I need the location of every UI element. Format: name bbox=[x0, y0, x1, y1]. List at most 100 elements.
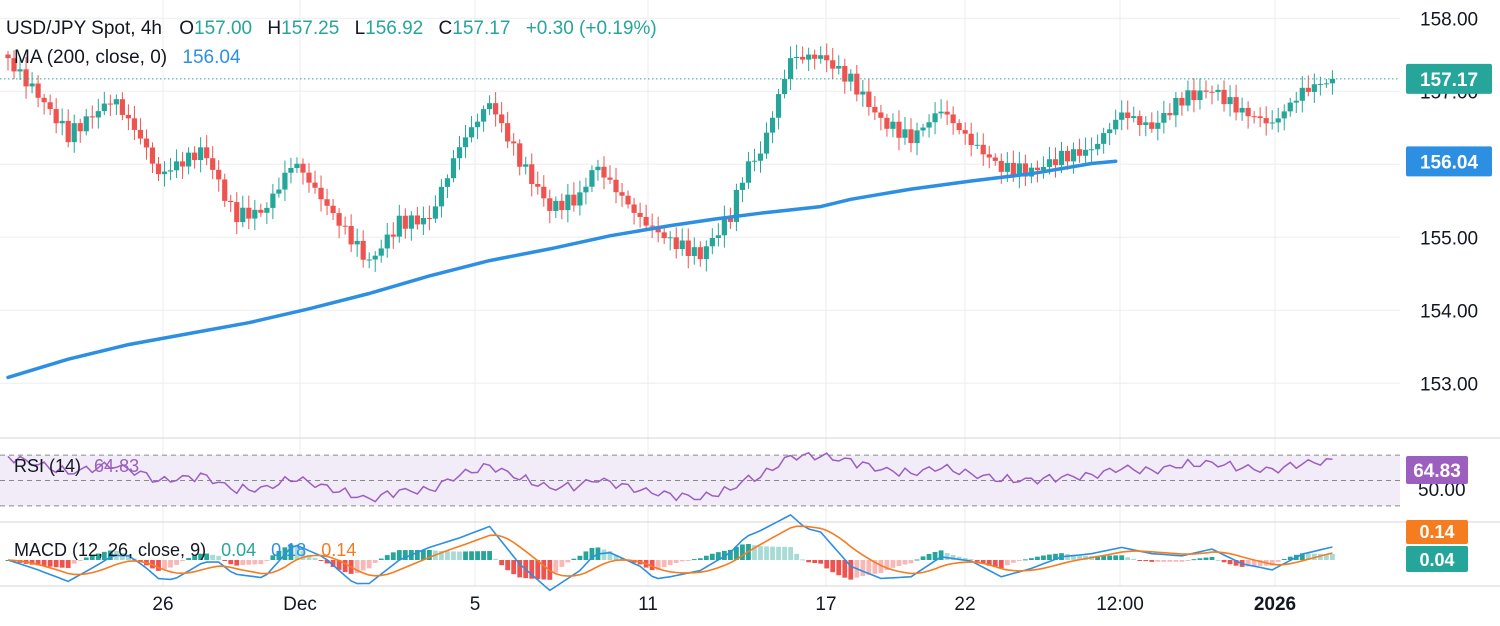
candle-down bbox=[41, 93, 47, 115]
macd-hist-bar bbox=[950, 555, 956, 560]
candle-down bbox=[342, 216, 348, 235]
macd-hist-bar bbox=[198, 553, 204, 560]
candle-down bbox=[908, 118, 914, 153]
candle-up bbox=[198, 137, 204, 173]
macd-hist-bar bbox=[872, 560, 878, 574]
macd-hist-bar bbox=[119, 552, 125, 560]
macd-hist-bar bbox=[174, 560, 179, 565]
macd-hist-bar bbox=[1287, 556, 1293, 560]
macd-hist-bar bbox=[204, 553, 210, 560]
macd-hist-bar bbox=[932, 551, 938, 560]
macd-badges: 0.14 0.04 bbox=[1406, 520, 1468, 572]
time-axis[interactable]: 26 Dec 5 11 17 22 12:00 2026 bbox=[152, 594, 1296, 615]
candle-down bbox=[800, 46, 806, 64]
macd-hist-bar bbox=[493, 558, 499, 560]
candle-down bbox=[1263, 106, 1269, 136]
candle-up bbox=[450, 150, 457, 183]
time-label-26: 26 bbox=[152, 594, 173, 615]
macd-hist-bar bbox=[53, 560, 59, 568]
change-value: +0.30 (+0.19%) bbox=[526, 18, 657, 39]
macd-hist-bar bbox=[1029, 558, 1034, 560]
macd-hist-bar bbox=[553, 560, 559, 573]
candle-up bbox=[186, 147, 192, 175]
macd-hist-bar bbox=[848, 560, 854, 580]
macd-value-badge-text: 0.04 bbox=[1419, 550, 1454, 570]
candle-up bbox=[480, 105, 487, 132]
candle-up bbox=[794, 44, 800, 70]
macd-line bbox=[7, 513, 1333, 592]
candle-up bbox=[848, 69, 854, 92]
macd-hist-bar bbox=[1251, 560, 1257, 567]
candle-up bbox=[468, 115, 475, 143]
macd-hist-bar bbox=[1022, 559, 1028, 561]
macd-hist-bar bbox=[1010, 560, 1016, 563]
macd-hist-bar bbox=[926, 553, 932, 560]
macd-hist-bar bbox=[499, 560, 505, 566]
macd-hist-bar bbox=[878, 560, 884, 573]
macd-hist-bar bbox=[390, 552, 396, 560]
macd-hist-bar bbox=[685, 560, 691, 561]
candle-up bbox=[276, 177, 282, 198]
macd-hist-bar bbox=[764, 546, 769, 560]
macd-hist-bar bbox=[1053, 553, 1058, 560]
macd-hist-bar bbox=[481, 551, 486, 560]
candle-down bbox=[1203, 80, 1209, 99]
time-label-17: 17 bbox=[815, 594, 836, 615]
candle-down bbox=[878, 104, 884, 131]
candle-up bbox=[1143, 116, 1149, 137]
candle-down bbox=[1251, 111, 1257, 124]
candle-down bbox=[505, 111, 511, 149]
macd-hist-bar bbox=[1191, 559, 1197, 561]
candle-up bbox=[71, 114, 77, 153]
candle-up bbox=[83, 108, 89, 136]
candle-up bbox=[679, 228, 685, 256]
candle-down bbox=[1137, 110, 1143, 137]
candle-down bbox=[992, 153, 998, 166]
macd-hist-bar bbox=[1221, 560, 1227, 563]
macd-hist-bar bbox=[270, 555, 276, 560]
macd-hist-bar bbox=[1317, 553, 1323, 560]
macd-hist-bar bbox=[1149, 560, 1155, 562]
candle-up bbox=[487, 95, 493, 116]
candle-down bbox=[131, 106, 138, 140]
vertical-gridlines bbox=[162, 0, 1276, 586]
macd-hist-bar bbox=[439, 550, 444, 560]
macd-hist-bar bbox=[469, 551, 474, 560]
macd-hist-bar bbox=[902, 560, 908, 565]
candle-down bbox=[65, 109, 71, 148]
candle-down bbox=[517, 139, 523, 176]
candle-up bbox=[240, 195, 246, 228]
candle-down bbox=[824, 43, 830, 73]
open-value: 157.00 bbox=[194, 18, 252, 39]
candle-up bbox=[113, 94, 119, 116]
candle-down bbox=[23, 56, 29, 99]
candle-up bbox=[757, 141, 764, 173]
candle-down bbox=[1245, 101, 1251, 129]
candle-up bbox=[775, 88, 782, 130]
macd-hist-bar bbox=[589, 547, 595, 560]
time-label-11: 11 bbox=[638, 594, 658, 615]
macd-hist-bar bbox=[728, 549, 733, 560]
ma-legend-label: MA (200, close, 0) bbox=[14, 47, 167, 68]
candle-down bbox=[348, 214, 354, 253]
candle-down bbox=[1257, 107, 1263, 128]
candle-up bbox=[1089, 137, 1095, 163]
macd-hist-bar bbox=[661, 560, 667, 568]
candle-down bbox=[950, 106, 956, 135]
macd-hist-bar bbox=[384, 555, 390, 560]
macd-hist-bar bbox=[378, 558, 384, 560]
candle-up bbox=[1287, 97, 1293, 117]
candle-down bbox=[11, 50, 17, 80]
candle-down bbox=[300, 158, 306, 185]
candle-up bbox=[733, 183, 740, 232]
candle-up bbox=[818, 46, 824, 64]
candle-down bbox=[107, 94, 113, 117]
candle-up bbox=[29, 72, 35, 94]
candle-down bbox=[318, 175, 324, 212]
candle-down bbox=[884, 113, 890, 137]
macd-hist-bar bbox=[1035, 556, 1040, 560]
price-tick-label: 155.00 bbox=[1420, 228, 1478, 249]
candle-down bbox=[980, 133, 986, 166]
macd-hist-bar bbox=[709, 553, 715, 560]
